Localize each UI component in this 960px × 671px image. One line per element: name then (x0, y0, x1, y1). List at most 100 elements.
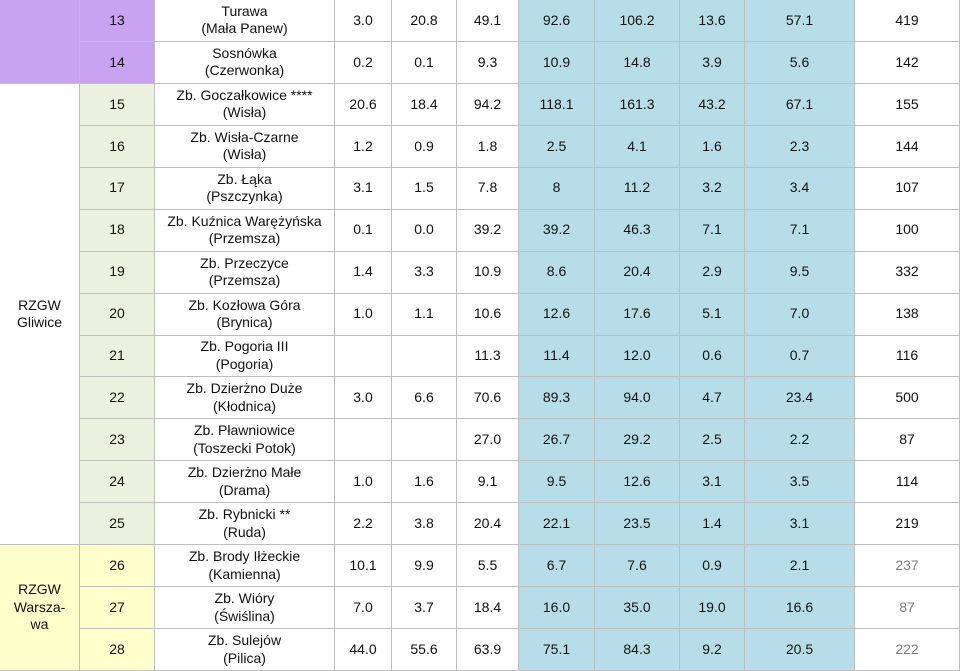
value-cell: 10.9 (519, 41, 595, 84)
text-line: 155 (895, 95, 919, 112)
text-line: 20.5 (785, 640, 814, 657)
text-line: 3.9 (702, 53, 722, 70)
value-cell: 142 (855, 41, 960, 84)
text-line: 8 (552, 179, 561, 196)
value-cell: 5.6 (745, 41, 855, 84)
text-line: 6.7 (546, 556, 567, 573)
value-cell: 20.4 (595, 251, 680, 294)
text-line: 27.0 (473, 431, 502, 448)
value-cell: 4.1 (595, 125, 680, 168)
value-cell: 107 (855, 167, 960, 210)
text-line: (Mała Panew) (201, 20, 288, 37)
text-line: wa (30, 616, 49, 633)
value-cell: 2.1 (745, 545, 855, 588)
text-line: 7.1 (789, 221, 810, 238)
row-number: 25 (80, 503, 155, 546)
value-cell: 7.6 (595, 545, 680, 588)
text-line: (Czerwonka) (204, 62, 285, 79)
station-name: Zb. Pogoria III (Pogoria) (155, 335, 335, 378)
text-line: 0.6 (702, 347, 722, 364)
text-line: 7.8 (477, 179, 498, 196)
row-number: 24 (80, 461, 155, 504)
value-cell: 5.5 (457, 545, 519, 588)
value-cell: 0.9 (680, 545, 745, 588)
value-cell: 6.6 (392, 377, 457, 420)
text-line: 87 (899, 431, 915, 448)
value-cell: 43.2 (680, 83, 745, 126)
value-cell: 1.6 (392, 461, 457, 504)
text-line: 13.6 (698, 11, 726, 28)
text-line: 35.0 (623, 598, 651, 615)
row-number: 19 (80, 251, 155, 294)
row-number: 26 (80, 545, 155, 588)
value-cell: 22.1 (519, 503, 595, 546)
text-line: 419 (895, 11, 919, 28)
text-line: 19.0 (698, 598, 726, 615)
text-line: 27 (109, 598, 125, 615)
value-cell: 155 (855, 83, 960, 126)
text-line: 20.4 (623, 263, 651, 280)
text-line: 2.5 (546, 137, 567, 154)
value-cell: 500 (855, 377, 960, 420)
text-line: 39.2 (542, 221, 571, 238)
text-line: 0.9 (702, 556, 722, 573)
text-line: 3.1 (789, 514, 810, 531)
text-line: 20.8 (410, 11, 438, 28)
value-cell: 3.5 (745, 461, 855, 504)
text-line: 219 (895, 514, 919, 531)
value-cell: 161.3 (595, 83, 680, 126)
row-number: 21 (80, 335, 155, 378)
text-line: 1.1 (414, 305, 434, 322)
value-cell: 35.0 (595, 587, 680, 630)
row-number: 20 (80, 293, 155, 336)
value-cell: 100 (855, 209, 960, 252)
value-cell: 12.6 (519, 293, 595, 336)
text-line: 57.1 (785, 11, 814, 28)
value-cell: 144 (855, 125, 960, 168)
station-name: Sosnówka (Czerwonka) (155, 41, 335, 84)
text-line: 0.9 (414, 137, 434, 154)
value-cell: 92.6 (519, 0, 595, 42)
value-cell: 20.4 (457, 503, 519, 546)
station-name: Zb. Pławniowice (Toszecki Potok) (155, 419, 335, 462)
value-cell: 27.0 (457, 419, 519, 462)
text-line: 3.5 (789, 473, 810, 490)
text-line: 7.6 (627, 556, 647, 573)
value-cell: 1.1 (392, 293, 457, 336)
text-line: Zb. Pławniowice (193, 422, 296, 439)
row-number: 22 (80, 377, 155, 420)
value-cell: 116 (855, 335, 960, 378)
value-cell: 219 (855, 503, 960, 546)
row-number: 15 (80, 83, 155, 126)
value-cell: 11.4 (519, 335, 595, 378)
row-number: 27 (80, 587, 155, 630)
value-cell: 3.3 (392, 251, 457, 294)
row-number: 17 (80, 167, 155, 210)
value-cell: 12.6 (595, 461, 680, 504)
text-line: 21 (109, 347, 125, 364)
value-cell: 75.1 (519, 629, 595, 671)
value-cell: 23.5 (595, 503, 680, 546)
text-line: Zb. Brody Iłżeckie (188, 548, 301, 565)
value-cell: 6.7 (519, 545, 595, 588)
value-cell: 7.1 (680, 209, 745, 252)
value-cell: 114 (855, 461, 960, 504)
text-line: 7.0 (353, 598, 373, 615)
value-cell: 14.8 (595, 41, 680, 84)
text-line: RZGW (18, 296, 61, 313)
value-cell: 7.1 (745, 209, 855, 252)
value-cell: 1.0 (335, 461, 392, 504)
text-line: 9.3 (477, 53, 498, 70)
text-line: 11.2 (623, 179, 651, 196)
text-line: 2.9 (702, 263, 722, 280)
value-cell: 20.8 (392, 0, 457, 42)
text-line: (Drama) (218, 481, 271, 498)
text-line: 14 (109, 53, 125, 70)
text-line: 9.1 (477, 473, 498, 490)
text-line: (Kamienna) (208, 565, 281, 582)
value-cell: 1.8 (457, 125, 519, 168)
text-line: 9.5 (789, 263, 810, 280)
row-number: 16 (80, 125, 155, 168)
text-line: (Toszecki Potok) (193, 439, 296, 456)
value-cell: 2.5 (519, 125, 595, 168)
